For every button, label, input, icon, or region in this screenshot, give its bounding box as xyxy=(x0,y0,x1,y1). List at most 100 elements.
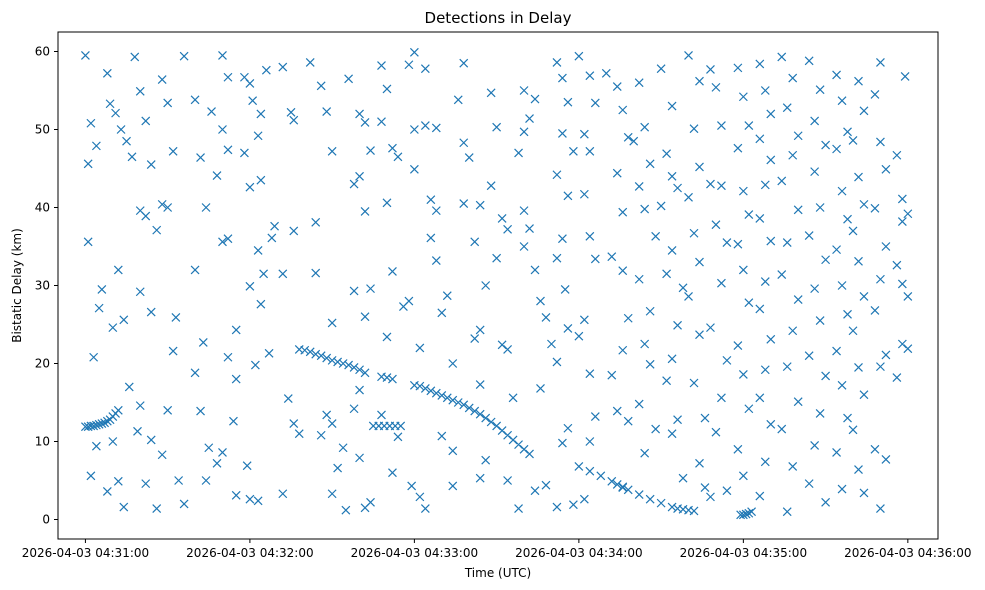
data-point xyxy=(198,338,208,347)
data-point xyxy=(645,359,655,369)
data-point xyxy=(755,59,765,69)
data-point xyxy=(755,304,765,314)
data-point xyxy=(259,269,269,279)
data-point xyxy=(903,209,913,219)
data-point xyxy=(804,56,814,66)
data-point xyxy=(250,360,260,370)
data-point xyxy=(640,339,650,349)
data-point xyxy=(256,175,266,185)
data-point xyxy=(514,148,523,158)
data-point xyxy=(667,429,677,439)
data-point xyxy=(377,117,386,127)
data-point xyxy=(437,308,447,318)
data-point xyxy=(377,61,386,70)
data-point xyxy=(245,494,255,504)
data-point xyxy=(204,443,214,453)
data-point xyxy=(442,291,452,301)
data-point xyxy=(541,313,551,322)
data-point xyxy=(404,60,414,70)
data-point xyxy=(470,406,480,416)
data-point xyxy=(146,435,156,445)
data-point xyxy=(486,417,496,427)
data-point xyxy=(201,476,211,485)
data-point xyxy=(393,432,403,442)
data-point xyxy=(152,225,162,235)
y-axis-ticks: 0 10 20 30 40 50 60 xyxy=(35,45,58,527)
data-point xyxy=(388,267,397,276)
data-point xyxy=(86,471,96,481)
data-point xyxy=(388,143,397,153)
data-point xyxy=(163,203,173,212)
data-point xyxy=(876,57,885,67)
chart-title: Detections in Delay xyxy=(425,9,572,27)
data-point xyxy=(360,206,370,216)
x-tick-label: 2026-04-03 04:35:00 xyxy=(680,546,807,560)
data-point xyxy=(453,95,463,105)
data-point xyxy=(678,473,688,483)
data-point xyxy=(267,233,277,243)
data-point xyxy=(563,423,573,433)
data-point xyxy=(152,504,162,514)
data-point xyxy=(568,146,578,156)
data-point xyxy=(782,238,792,248)
data-point xyxy=(519,206,529,216)
data-point xyxy=(366,284,375,294)
data-point xyxy=(640,122,650,132)
data-point xyxy=(355,385,364,395)
data-point xyxy=(223,234,233,244)
data-point xyxy=(585,146,595,156)
data-point xyxy=(738,510,748,520)
data-point xyxy=(327,489,337,499)
data-point xyxy=(892,150,902,160)
data-point xyxy=(881,455,891,464)
data-point xyxy=(464,403,474,413)
data-point xyxy=(552,170,562,180)
data-point xyxy=(678,283,688,293)
data-point xyxy=(396,421,406,431)
data-point xyxy=(832,447,841,457)
data-point xyxy=(349,179,359,189)
data-point xyxy=(684,50,693,60)
data-point xyxy=(755,491,765,501)
data-point xyxy=(832,346,841,356)
data-point xyxy=(119,315,129,325)
data-point xyxy=(248,96,258,106)
data-point xyxy=(689,378,699,388)
data-point xyxy=(711,427,721,437)
data-point xyxy=(557,234,567,244)
data-point xyxy=(231,490,241,500)
data-point xyxy=(596,471,606,481)
marker-layer xyxy=(80,47,913,520)
data-point xyxy=(837,380,847,390)
data-point xyxy=(388,468,397,478)
data-point xyxy=(618,345,628,355)
data-point xyxy=(755,213,765,223)
data-point xyxy=(135,287,145,297)
data-point xyxy=(519,242,529,251)
data-point xyxy=(426,233,436,243)
data-point xyxy=(327,318,337,328)
data-point xyxy=(854,256,863,266)
data-point xyxy=(196,406,205,416)
data-point xyxy=(870,203,880,213)
data-point xyxy=(278,62,288,72)
data-point xyxy=(612,479,622,489)
data-point xyxy=(415,381,425,391)
data-point xyxy=(245,79,255,88)
data-point xyxy=(171,313,181,322)
data-point xyxy=(503,224,513,234)
data-point xyxy=(475,200,485,210)
data-point xyxy=(892,260,902,270)
data-point xyxy=(821,371,831,381)
data-point xyxy=(618,105,628,115)
data-point xyxy=(733,444,743,454)
data-point xyxy=(327,355,337,365)
data-point xyxy=(426,386,436,396)
data-point xyxy=(618,207,628,217)
data-point xyxy=(448,395,458,405)
data-point xyxy=(360,118,370,127)
x-tick-label: 2026-04-03 04:33:00 xyxy=(351,546,478,560)
y-tick-label: 0 xyxy=(42,513,50,527)
data-point xyxy=(821,255,831,265)
